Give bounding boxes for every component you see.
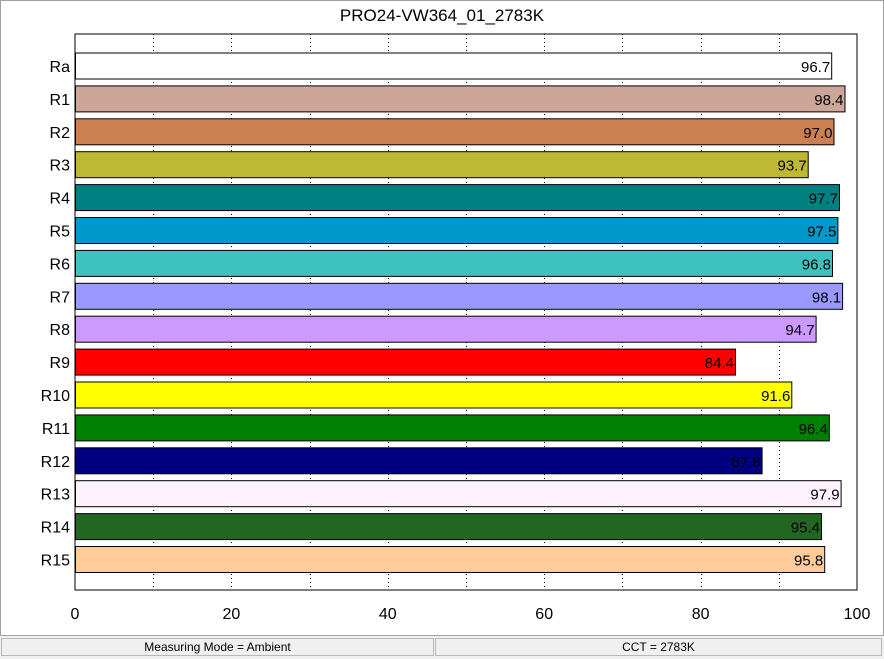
category-label-r1: R1 bbox=[50, 92, 71, 109]
x-axis-tick-labels: 0 20 40 60 80 100 bbox=[71, 606, 871, 623]
category-label-r14: R14 bbox=[41, 520, 70, 537]
cri-bar-chart: PRO24-VW364_01_2783K 96.798.497.093.797.… bbox=[41, 6, 871, 623]
bar-value-label-r8: 94.7 bbox=[785, 322, 814, 339]
status-bar: Measuring Mode = Ambient CCT = 2783K bbox=[0, 636, 884, 659]
bar-r3 bbox=[75, 151, 809, 179]
category-label-r11: R11 bbox=[42, 421, 70, 438]
category-label-r12: R12 bbox=[41, 454, 70, 471]
category-label-r7: R7 bbox=[50, 289, 71, 306]
category-label-ra: Ra bbox=[50, 59, 71, 76]
x-tick-label: 40 bbox=[379, 606, 397, 623]
bar-ra bbox=[75, 52, 833, 80]
chart-window: PRO24-VW364_01_2783K 96.7 98.4 97.0 93.7 97.… bbox=[0, 0, 884, 636]
x-tick-label: 60 bbox=[535, 606, 553, 623]
bars: 96.7 98.4 97.0 93.797.7 97.5 96.8 98.1 94.7 84.4… bbox=[75, 52, 846, 573]
bar-r8 bbox=[75, 315, 817, 343]
bar-value-label-r7: 98.1 bbox=[812, 289, 841, 306]
bar-value-label-r10: 91.6 bbox=[761, 388, 790, 405]
bar-r11 bbox=[75, 414, 830, 442]
bar-r14 bbox=[75, 513, 822, 541]
plot-area bbox=[74, 33, 858, 591]
category-label-r5: R5 bbox=[50, 224, 71, 241]
bar-value-label-r9: 84.4 bbox=[705, 355, 734, 372]
category-labels: Ra R1 R2 R3 R4 R5 R6 R7 R8 R9 R10 R11 R12 R13 R14 R15 bbox=[41, 59, 70, 570]
bar-value-label-r13: 97.9 bbox=[810, 487, 839, 504]
x-tick-label: 80 bbox=[692, 606, 710, 623]
status-measuring-mode: Measuring Mode = Ambient bbox=[1, 638, 434, 656]
bar-value-label-r1: 98.4 bbox=[814, 92, 843, 109]
chart-title: PRO24-VW364_01_2783K bbox=[340, 6, 545, 25]
bar-r1 bbox=[75, 85, 846, 113]
status-cct: CCT = 2783K bbox=[435, 638, 882, 656]
category-label-r10: R10 bbox=[41, 388, 70, 405]
category-label-r6: R6 bbox=[50, 256, 71, 273]
bar-r6 bbox=[75, 249, 833, 277]
bar-value-label-r2: 97.0 bbox=[803, 125, 832, 142]
category-label-r3: R3 bbox=[50, 158, 71, 175]
bar-r13 bbox=[75, 480, 842, 508]
category-label-r15: R15 bbox=[41, 553, 70, 570]
category-label-r4: R4 bbox=[50, 191, 71, 208]
bar-r12 bbox=[75, 447, 763, 475]
bar-value-label-ra: 96.7 bbox=[801, 59, 830, 76]
bar-r4 bbox=[75, 184, 840, 212]
bar-r10 bbox=[75, 381, 793, 409]
category-label-r9: R9 bbox=[50, 355, 71, 372]
category-label-r13: R13 bbox=[41, 487, 70, 504]
category-label-r8: R8 bbox=[50, 322, 71, 339]
bar-value-label-r5: 97.5 bbox=[807, 224, 836, 241]
bar-r2 bbox=[75, 118, 835, 146]
bar-r9 bbox=[75, 348, 736, 376]
bar-value-label-r3: 93.7 bbox=[777, 158, 806, 175]
bar-value-label-r6: 96.8 bbox=[802, 256, 831, 273]
bar-r7 bbox=[75, 282, 844, 310]
bar-value-label-r14: 95.4 bbox=[791, 520, 820, 537]
bar-value-label-r12: 87.8 bbox=[731, 454, 760, 471]
bar-value-label-r15: 95.8 bbox=[794, 553, 823, 570]
bar-value-label-r11: 96.4 bbox=[799, 421, 828, 438]
bar-r15 bbox=[75, 546, 826, 573]
x-tick-label: 20 bbox=[223, 606, 241, 623]
x-tick-label: 0 bbox=[71, 606, 80, 623]
category-label-r2: R2 bbox=[50, 125, 71, 142]
bar-r5 bbox=[75, 217, 839, 244]
x-tick-label: 100 bbox=[844, 606, 871, 623]
bar-value-label-r4: 97.7 bbox=[809, 191, 838, 208]
